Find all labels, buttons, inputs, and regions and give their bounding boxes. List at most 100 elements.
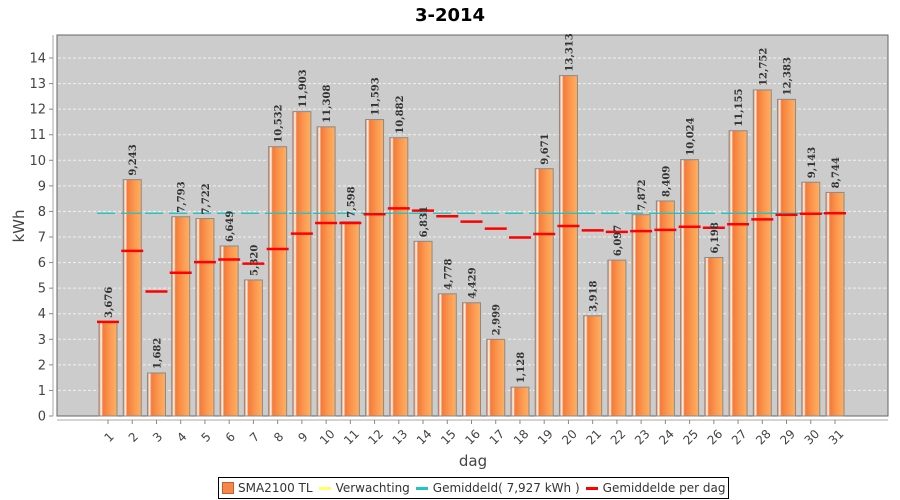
value-labels: 3,676 9,243 1,682 7,793 7,722 6,649 5,320 10,53… — [104, 33, 842, 383]
y-tick-label: 8 — [38, 205, 46, 220]
y-tick-label: 14 — [29, 52, 46, 67]
y-tick-label: 13 — [29, 77, 46, 92]
x-tick-label: 9 — [295, 430, 310, 445]
x-tick-label: 14 — [414, 427, 435, 448]
bar-day-16 — [462, 302, 481, 417]
legend-label: SMA2100 TL — [238, 481, 313, 495]
bar-day-14 — [413, 240, 433, 417]
value-label-day-24: 8,409 — [661, 166, 672, 197]
x-axis-label: dag — [459, 452, 487, 470]
value-label-day-22: 6,097 — [613, 225, 624, 256]
value-label-day-30: 9,143 — [807, 147, 818, 178]
bar-day-11 — [340, 221, 360, 417]
value-label-day-19: 9,671 — [540, 133, 551, 164]
bar-day-17 — [486, 338, 506, 417]
bar-day-2 — [122, 179, 142, 417]
value-label-day-12: 11,593 — [371, 77, 382, 115]
bar-day-1 — [98, 321, 118, 417]
x-tick-label: 3 — [150, 430, 165, 445]
legend-label: Verwachting — [335, 481, 410, 495]
bar-day-13 — [389, 137, 409, 417]
y-axis-label: kWh — [10, 209, 28, 242]
value-label-day-23: 7,872 — [637, 179, 648, 210]
x-tick-label: 12 — [365, 427, 386, 448]
value-label-day-18: 1,128 — [516, 352, 527, 383]
value-label-day-15: 4,778 — [443, 258, 454, 289]
bar-day-10 — [316, 126, 336, 417]
bar-day-18 — [510, 386, 530, 417]
legend-label: Gemiddeld( 7,927 kWh ) — [432, 481, 580, 495]
legend-item-expectation: Verwachting — [318, 481, 410, 495]
x-tick-label: 22 — [608, 427, 629, 448]
x-tick-label: 10 — [317, 427, 338, 448]
value-label-day-1: 3,676 — [104, 287, 115, 318]
bar-day-25 — [680, 159, 700, 417]
bar-day-24 — [655, 200, 675, 417]
x-tick-label: 29 — [777, 427, 798, 448]
x-tick-label: 20 — [559, 427, 580, 448]
value-label-day-25: 10,024 — [686, 117, 697, 155]
x-tick-label: 18 — [511, 427, 532, 448]
value-label-day-31: 8,744 — [831, 157, 842, 188]
bar-day-22 — [607, 259, 627, 417]
y-tick-label: 10 — [29, 154, 46, 169]
value-label-day-21: 3,918 — [589, 280, 600, 311]
bar-day-7 — [243, 279, 263, 417]
legend-swatch-bar — [222, 482, 234, 494]
bar-day-28 — [752, 89, 772, 417]
bar-day-8 — [268, 146, 288, 417]
bar-day-20 — [558, 75, 578, 417]
value-label-day-29: 12,383 — [783, 57, 794, 95]
value-label-day-7: 5,320 — [249, 245, 260, 276]
x-tick-label: 25 — [680, 427, 701, 448]
value-label-day-11: 7,598 — [346, 186, 357, 217]
gridlines — [58, 57, 887, 391]
x-tick-label: 15 — [438, 427, 459, 448]
bar-day-19 — [534, 168, 554, 417]
chart-title: 3-2014 — [415, 5, 485, 26]
y-tick-label: 11 — [29, 128, 46, 143]
legend: SMA2100 TL Verwachting Gemiddeld( 7,927 … — [218, 477, 730, 499]
x-ticks: 1 2 3 4 5 6 7 8 9 10 11 12 13 14 15 16 17 18 19 20 21 22 23 24 2… — [102, 420, 847, 448]
legend-item-production: SMA2100 TL — [222, 481, 313, 495]
bar-day-3 — [146, 372, 166, 417]
value-label-day-16: 4,429 — [468, 267, 479, 298]
x-tick-label: 28 — [753, 427, 774, 448]
x-tick-label: 19 — [535, 427, 556, 448]
x-tick-label: 2 — [126, 430, 141, 445]
bar-day-30 — [801, 181, 821, 417]
value-label-day-2: 9,243 — [128, 144, 139, 175]
value-label-day-27: 11,155 — [734, 88, 745, 126]
x-tick-label: 8 — [271, 430, 286, 445]
y-tick-label: 5 — [38, 282, 46, 297]
bar-day-29 — [777, 98, 797, 417]
value-label-day-13: 10,882 — [395, 95, 406, 133]
bar-day-26 — [704, 257, 724, 417]
value-label-day-26: 6,198 — [710, 222, 721, 253]
value-label-day-3: 1,682 — [152, 338, 163, 369]
y-tick-label: 1 — [38, 384, 46, 399]
daily-average-marks — [97, 207, 846, 324]
value-label-day-4: 7,793 — [177, 181, 188, 212]
bar-day-15 — [437, 293, 457, 417]
x-tick-label: 24 — [656, 427, 677, 448]
y-tick-label: 9 — [38, 179, 46, 194]
y-tick-label: 2 — [38, 358, 46, 373]
x-tick-label: 27 — [729, 427, 750, 448]
bar-day-9 — [292, 111, 312, 417]
x-tick-label: 31 — [826, 427, 847, 448]
legend-item-daily-average: Gemiddelde per dag — [585, 481, 726, 495]
value-label-day-9: 11,903 — [298, 69, 309, 107]
bar-day-4 — [171, 216, 191, 417]
bar-day-6 — [219, 245, 239, 417]
value-label-day-20: 13,313 — [564, 33, 575, 71]
x-tick-label: 21 — [583, 427, 604, 448]
legend-label: Gemiddelde per dag — [602, 481, 726, 495]
value-label-day-5: 7,722 — [201, 183, 212, 214]
bar-day-12 — [365, 119, 385, 417]
x-tick-label: 30 — [802, 427, 823, 448]
bar-day-27 — [728, 130, 748, 417]
x-tick-label: 11 — [341, 427, 362, 448]
y-tick-label: 0 — [38, 410, 46, 425]
